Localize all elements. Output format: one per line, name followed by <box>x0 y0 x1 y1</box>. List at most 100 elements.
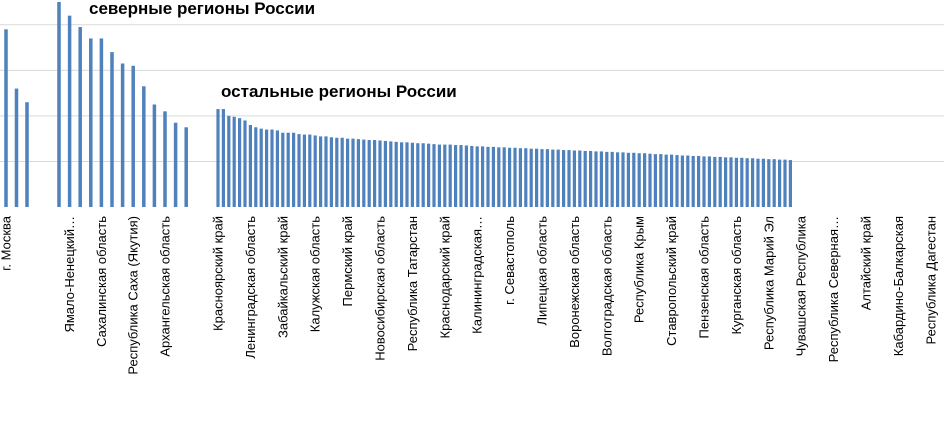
category-label: Курганская область <box>729 216 744 335</box>
bar <box>616 152 620 207</box>
category-label: Воронежская область <box>567 216 582 348</box>
bar <box>562 150 566 207</box>
bar <box>551 149 555 207</box>
bar <box>637 153 641 207</box>
category-label: Ямало-Ненецкий… <box>62 216 77 333</box>
bar <box>14 88 19 207</box>
bar <box>432 144 436 207</box>
bar <box>259 128 263 207</box>
bar <box>513 147 517 207</box>
bar <box>120 63 125 207</box>
bar <box>142 86 146 207</box>
category-label: Липецкая область <box>535 216 550 326</box>
bar <box>275 130 279 207</box>
bar <box>470 145 474 207</box>
gridlines <box>0 24 944 162</box>
bar <box>57 2 61 207</box>
category-label: Ленинградская область <box>243 216 258 359</box>
category-label: Пермский край <box>340 216 355 306</box>
bar <box>25 102 29 207</box>
bar <box>724 157 728 207</box>
bar <box>232 116 236 207</box>
bar <box>292 132 296 207</box>
category-label: Пензенская область <box>697 216 712 339</box>
category-label: Краснодарский край <box>437 216 452 338</box>
bar <box>502 147 506 207</box>
bar <box>410 142 414 207</box>
bar <box>497 147 501 207</box>
bar <box>734 157 738 207</box>
bar <box>400 142 404 207</box>
category-label: Забайкальский край <box>275 216 290 338</box>
bar <box>691 155 695 207</box>
category-labels: г. Москва Ямало-Ненецкий… Сахалинская обла… <box>0 215 938 374</box>
bar <box>405 142 409 207</box>
bar <box>545 149 549 207</box>
bar <box>589 150 593 207</box>
bar <box>772 159 776 207</box>
bar <box>713 156 717 207</box>
bar <box>254 127 258 207</box>
bar <box>351 138 355 207</box>
bar <box>745 158 749 207</box>
bar <box>664 154 668 207</box>
bar <box>643 153 647 207</box>
bar <box>702 156 706 207</box>
bar <box>131 65 135 208</box>
bar <box>319 136 323 207</box>
category-label: Республика Саха (Якутия) <box>126 216 141 375</box>
bar <box>373 140 377 207</box>
bar <box>281 132 285 207</box>
bar <box>302 134 306 207</box>
bar <box>89 38 93 207</box>
bar <box>329 137 333 207</box>
bar <box>767 159 771 207</box>
bar <box>540 149 544 207</box>
category-label: Чувашская Республика <box>794 215 809 356</box>
bar <box>648 153 652 207</box>
category-label: Волгоградская область <box>599 216 614 356</box>
bar <box>110 52 114 207</box>
bar <box>4 29 8 208</box>
category-label: Красноярский край <box>211 216 226 331</box>
category-label: Алтайский край <box>859 216 874 310</box>
bar <box>567 150 571 207</box>
bar <box>556 149 560 207</box>
bar <box>653 154 657 207</box>
bar <box>324 136 328 207</box>
bar <box>751 158 755 207</box>
category-label: Сахалинская область <box>94 216 109 347</box>
bar <box>163 111 167 207</box>
bar <box>389 141 393 207</box>
bar <box>454 145 458 207</box>
bar <box>675 155 679 207</box>
bar <box>621 152 625 207</box>
category-label: г. Москва <box>0 215 14 271</box>
bar <box>459 145 463 207</box>
bar <box>216 109 220 207</box>
bar <box>605 151 609 207</box>
bar <box>740 157 744 207</box>
bar <box>394 141 398 207</box>
bar <box>686 155 690 207</box>
category-label: Республика Крым <box>632 216 647 323</box>
category-label: Республика Северная… <box>826 216 841 362</box>
category-label: Республика Дагестан <box>923 216 938 344</box>
bar <box>67 15 72 207</box>
bar <box>286 132 290 207</box>
bar <box>416 143 420 207</box>
bar <box>152 104 157 207</box>
category-label: г. Севастополь <box>502 216 517 305</box>
bar <box>346 138 350 207</box>
bar <box>297 134 301 207</box>
bar <box>778 159 782 207</box>
bar <box>518 148 522 207</box>
bar <box>626 152 630 207</box>
bar <box>599 151 603 207</box>
bar <box>265 129 269 207</box>
bar <box>756 158 760 207</box>
category-label: Архангельская область <box>158 216 173 357</box>
bar <box>508 147 512 207</box>
bar <box>529 148 533 207</box>
bar <box>383 140 387 207</box>
